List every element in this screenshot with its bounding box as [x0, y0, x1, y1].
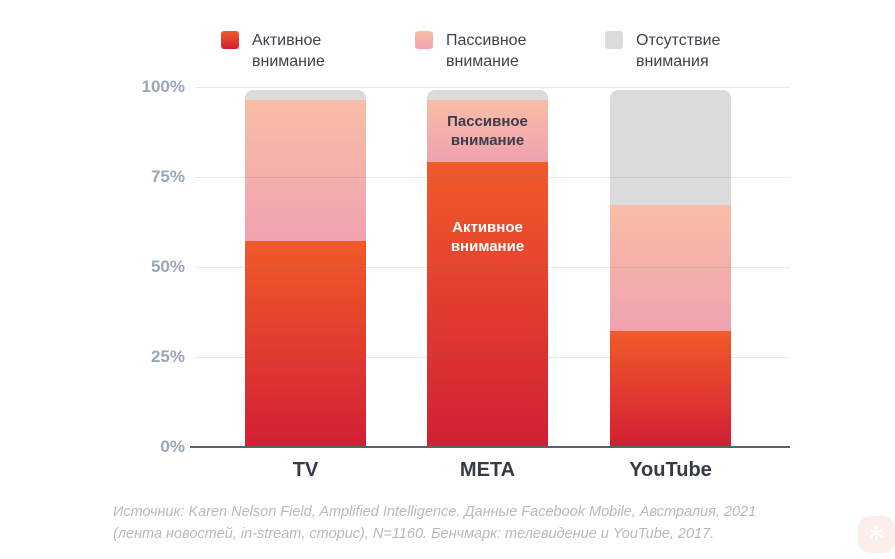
legend: Активное внимание Пассивное внимание Отс… [0, 30, 895, 76]
bar-meta: Пассивное внимание Активное внимание [427, 89, 548, 446]
bar-youtube-segment-passive [610, 204, 731, 331]
source-note-line-1: Источник: Karen Nelson Field, Amplified … [113, 504, 757, 520]
bar-tv-segment-active [245, 240, 366, 446]
bar-youtube-segment-active [610, 330, 731, 446]
x-axis-line [190, 446, 790, 448]
gridline-50 [195, 267, 790, 268]
meta-active-inline-label: Активное внимание [450, 218, 525, 255]
legend-label-passive: Пассивное внимание [446, 32, 527, 70]
legend-swatch-passive-icon [415, 31, 433, 49]
legend-item-absent: Отсутствие внимания [605, 30, 748, 72]
y-tick-0: 0% [160, 437, 185, 456]
category-label-youtube: YouTube [629, 459, 712, 481]
legend-label-absent: Отсутствие внимания [636, 32, 721, 70]
legend-swatch-absent-icon [605, 31, 623, 49]
y-tick-25: 25% [150, 347, 185, 366]
bar-tv-segment-absent [245, 89, 366, 101]
y-tick-50: 50% [150, 257, 185, 276]
bar-youtube [610, 89, 731, 446]
legend-item-passive: Пассивное внимание [415, 30, 558, 72]
legend-swatch-active-icon [221, 31, 239, 49]
source-note-line-2: (лента новостей, in-stream, сторис), N=1… [113, 526, 715, 542]
category-label-meta: META [459, 459, 516, 481]
bar-tv [245, 89, 366, 446]
y-tick-100: 100% [141, 77, 185, 96]
meta-passive-inline-label: Пассивное внимание [447, 113, 528, 150]
bar-meta-segment-active: Активное внимание [427, 161, 548, 446]
watermark-badge: ✻ [858, 516, 895, 553]
gridline-100 [195, 87, 790, 88]
asterisk-icon: ✻ [868, 524, 885, 545]
plot-area: Пассивное внимание Активное внимание [190, 87, 790, 448]
gridline-25 [195, 357, 790, 358]
bar-youtube-segment-absent [610, 89, 731, 205]
legend-label-active: Активное внимание [252, 32, 325, 70]
bar-meta-segment-passive: Пассивное внимание [427, 100, 548, 162]
category-label-tv: TV [292, 459, 319, 481]
y-tick-75: 75% [150, 167, 185, 186]
gridline-75 [195, 177, 790, 178]
legend-item-active: Активное внимание [221, 30, 364, 72]
source-note: Источник: Karen Nelson Field, Amplified … [113, 501, 813, 545]
bar-meta-segment-absent [427, 89, 548, 101]
bar-tv-segment-passive [245, 100, 366, 241]
